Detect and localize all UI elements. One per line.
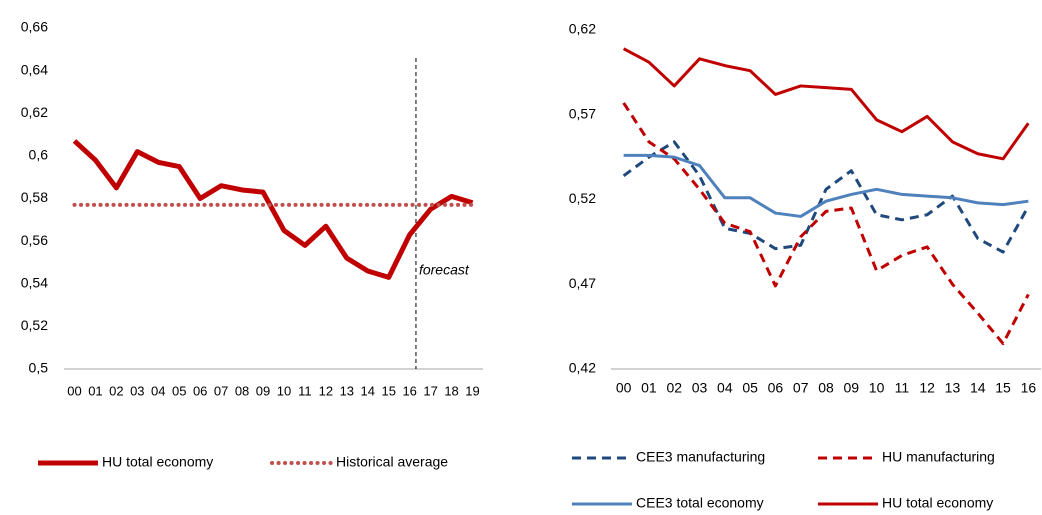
series-line — [622, 140, 1030, 254]
y-tick-label: 0,62 — [569, 21, 596, 37]
x-tick-label: 14 — [970, 380, 986, 396]
x-tick-label: 01 — [88, 383, 102, 398]
legend-label: Historical average — [336, 454, 448, 470]
x-tick-label: 13 — [340, 383, 354, 398]
x-tick-label: 06 — [768, 380, 784, 396]
y-tick-label: 0,47 — [569, 275, 596, 291]
x-tick-label: 07 — [214, 383, 228, 398]
x-tick-label: 09 — [844, 380, 860, 396]
series-line — [622, 102, 1030, 346]
y-tick-label: 0,54 — [21, 274, 48, 290]
y-tick-label: 0,56 — [21, 232, 48, 248]
x-tick-label: 11 — [895, 380, 910, 396]
series-line — [72, 139, 474, 280]
x-tick-label: 03 — [692, 380, 708, 396]
x-tick-label: 10 — [277, 383, 291, 398]
x-tick-label: 15 — [995, 380, 1011, 396]
annotation: forecast — [419, 262, 470, 278]
y-tick-label: 0,57 — [569, 105, 596, 121]
y-tick-label: 0,5 — [29, 360, 49, 376]
x-tick-label: 16 — [402, 383, 416, 398]
x-tick-label: 08 — [235, 383, 249, 398]
y-tick-label: 0,62 — [21, 104, 48, 120]
x-tick-label: 14 — [361, 383, 375, 398]
legend-label: HU manufacturing — [882, 449, 995, 465]
y-tick-label: 0,64 — [21, 61, 48, 77]
x-tick-label: 15 — [381, 383, 395, 398]
x-tick-label: 13 — [945, 380, 961, 396]
legend-label: HU total economy — [882, 495, 993, 511]
x-tick-label: 11 — [298, 383, 312, 398]
x-tick-label: 00 — [67, 383, 81, 398]
y-tick-label: 0,52 — [21, 317, 48, 333]
y-tick-label: 0,58 — [21, 189, 48, 205]
x-tick-label: 12 — [919, 380, 935, 396]
x-tick-label: 05 — [172, 383, 186, 398]
legend-label: CEE3 manufacturing — [636, 449, 765, 465]
x-tick-label: 03 — [130, 383, 144, 398]
legend-label: CEE3 total economy — [636, 495, 764, 511]
x-tick-label: 08 — [818, 380, 834, 396]
x-tick-label: 17 — [423, 383, 437, 398]
x-tick-label: 06 — [193, 383, 207, 398]
x-tick-label: 09 — [256, 383, 270, 398]
x-tick-label: 12 — [319, 383, 333, 398]
x-tick-label: 04 — [717, 380, 733, 396]
y-tick-label: 0,66 — [21, 19, 48, 35]
x-tick-label: 19 — [465, 383, 479, 398]
x-tick-label: 02 — [666, 380, 682, 396]
x-tick-label: 10 — [869, 380, 885, 396]
y-tick-label: 0,6 — [29, 147, 49, 163]
x-tick-label: 04 — [151, 383, 165, 398]
x-tick-label: 18 — [444, 383, 458, 398]
series-line — [623, 153, 1029, 218]
x-tick-label: 01 — [641, 380, 657, 396]
legend-label: HU total economy — [102, 454, 213, 470]
x-tick-label: 07 — [793, 380, 809, 396]
x-tick-label: 00 — [616, 380, 632, 396]
y-tick-label: 0,52 — [569, 190, 596, 206]
x-tick-label: 16 — [1021, 380, 1037, 396]
x-tick-label: 05 — [742, 380, 758, 396]
series-line — [622, 47, 1030, 161]
y-tick-label: 0,42 — [569, 360, 596, 376]
x-tick-label: 02 — [109, 383, 123, 398]
